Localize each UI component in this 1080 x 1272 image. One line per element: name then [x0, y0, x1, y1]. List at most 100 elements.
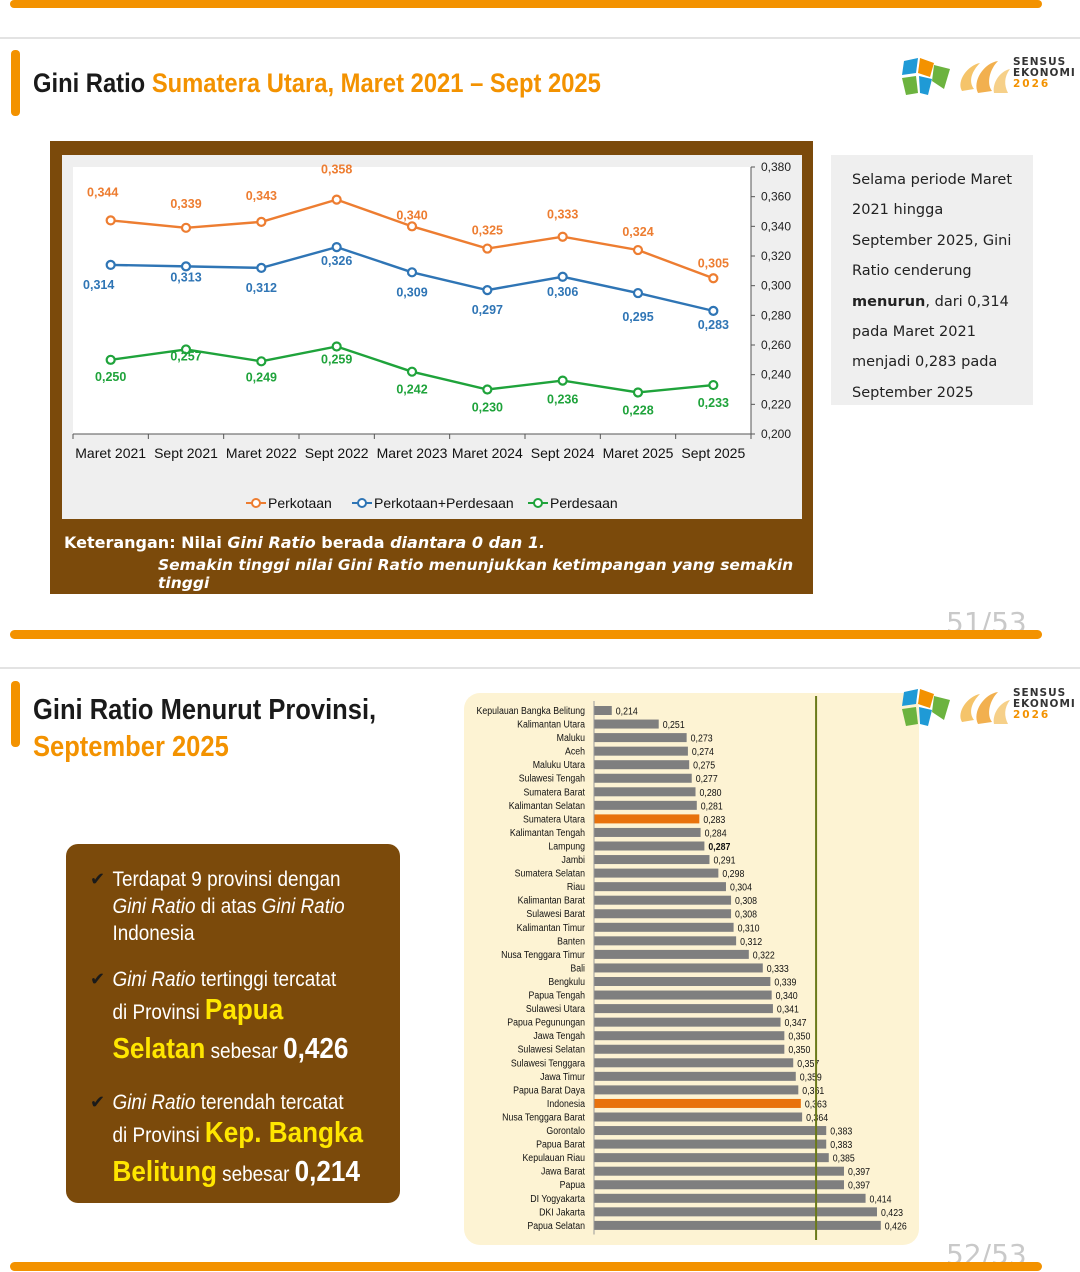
province-label: Riau — [567, 881, 585, 893]
y-tick-label: 0,260 — [761, 338, 791, 352]
province-label: Jambi — [562, 853, 585, 865]
bar-value-label: 0,341 — [777, 1003, 799, 1015]
bar-value-label: 0,397 — [848, 1166, 870, 1178]
bar-value-label: 0,414 — [870, 1193, 892, 1205]
data-label: 0,324 — [622, 225, 653, 239]
legend-marker — [357, 498, 367, 508]
bar — [594, 1031, 785, 1041]
legend-item: Perkotaan+Perdesaan — [352, 495, 514, 511]
province-bar-chart: Kepulauan Bangka Belitung 0,214 Kalimantan… — [477, 696, 907, 1240]
province-label: Jawa Barat — [541, 1165, 585, 1177]
province-label: Sulawesi Selatan — [518, 1043, 585, 1055]
y-tick-label: 0,220 — [761, 397, 791, 411]
data-label: 0,313 — [170, 270, 201, 284]
legend-label: Perkotaan — [268, 495, 332, 511]
y-tick-label: 0,360 — [761, 190, 791, 204]
slide-divider-top — [0, 37, 1080, 39]
bar — [594, 746, 688, 756]
title-accent-bar-2 — [11, 681, 20, 747]
bar-value-label: 0,273 — [691, 732, 713, 744]
line-chart: 0,200 0,220 0,240 0,260 0,280 0,300 0,320 0,340… — [72, 160, 791, 511]
data-label: 0,333 — [547, 208, 578, 222]
bar — [594, 868, 719, 878]
bar-value-label: 0,350 — [788, 1044, 810, 1056]
chart-note: Keterangan: Nilai Gini Ratio berada dian… — [64, 533, 804, 592]
data-point — [632, 287, 644, 299]
data-point — [180, 222, 192, 233]
chart-note-line2: Semakin tinggi nilai Gini Ratio menunjuk… — [158, 556, 794, 592]
bps-logo-icon — [902, 58, 950, 95]
province-label: Maluku — [557, 732, 585, 744]
bar — [594, 1071, 796, 1081]
bar — [594, 1044, 785, 1054]
data-label: 0,344 — [87, 185, 118, 199]
bar — [594, 1153, 829, 1163]
highlights-box: ✔ Terdapat 9 provinsi dengan Gini Ratio … — [66, 844, 400, 1203]
province-label: Papua Pegunungan — [507, 1016, 585, 1028]
province-label: Kalimantan Tengah — [510, 826, 585, 838]
bar — [594, 1193, 866, 1203]
slide1-title: Gini Ratio Sumatera Utara, Maret 2021 – … — [33, 68, 601, 99]
bar-highlight — [594, 1098, 801, 1108]
province-label: Papua Barat — [536, 1138, 585, 1150]
y-tick-label: 0,200 — [761, 427, 791, 441]
province-label: DI Yogyakarta — [530, 1192, 585, 1204]
bar — [594, 760, 690, 770]
data-label: 0,250 — [95, 370, 126, 384]
data-point — [180, 344, 192, 355]
province-label: Papua Barat Daya — [513, 1084, 586, 1096]
province-label: Kalimantan Barat — [518, 894, 586, 906]
data-point — [482, 384, 493, 395]
data-point — [557, 271, 568, 282]
data-point — [708, 305, 719, 316]
y-tick-label: 0,300 — [761, 279, 791, 293]
bar-value-label: 0,214 — [616, 705, 638, 717]
x-tick-label: Sept 2021 — [154, 445, 218, 461]
province-label: Bali — [570, 962, 585, 974]
title-line2: September 2025 — [33, 731, 229, 763]
bar-value-label: 0,385 — [833, 1152, 855, 1164]
slide2-title: Gini Ratio Menurut Provinsi, September 2… — [33, 692, 376, 766]
chart-frame: 0,200 0,220 0,240 0,260 0,280 0,300 0,320 0,340… — [50, 141, 813, 594]
bar-highlight — [594, 814, 700, 824]
title-plain: Gini Ratio — [33, 68, 146, 98]
province-label: Kalimantan Timur — [517, 921, 585, 933]
bar — [594, 733, 687, 743]
province-label: Sulawesi Tenggara — [511, 1057, 586, 1069]
se2026-emblem-icon — [960, 692, 1010, 724]
data-label: 0,358 — [321, 163, 352, 177]
bar — [594, 1180, 844, 1190]
data-label: 0,343 — [246, 189, 277, 203]
x-tick-label: Sept 2024 — [531, 445, 595, 461]
province-label: Sulawesi Tengah — [519, 772, 585, 784]
bar-value-label: 0,397 — [848, 1179, 870, 1191]
province-label: Banten — [557, 935, 585, 947]
data-point — [557, 375, 568, 386]
check-icon: ✔ — [90, 969, 106, 989]
se2026-emblem-icon — [960, 61, 1010, 93]
bps-se2026-logo: SENSUS EKONOMI 2026 — [898, 55, 1075, 105]
x-tick-label: Maret 2025 — [603, 445, 674, 461]
province-chart-panel: Kepulauan Bangka Belitung 0,214 Kalimantan… — [464, 693, 919, 1245]
data-point — [256, 356, 267, 367]
top-orange-bar — [10, 0, 1042, 8]
data-point — [557, 231, 568, 242]
bar-value-label: 0,339 — [774, 976, 796, 988]
province-label: Kalimantan Utara — [517, 718, 586, 730]
bar-value-label: 0,251 — [663, 718, 685, 730]
legend-label: Perkotaan+Perdesaan — [374, 495, 514, 511]
data-point — [632, 244, 644, 256]
y-tick-label: 0,240 — [761, 368, 791, 382]
data-point — [105, 354, 116, 365]
data-point — [105, 259, 116, 271]
province-label: Bengkulu — [548, 975, 585, 987]
bar — [594, 882, 726, 892]
province-label: DKI Jakarta — [539, 1206, 586, 1218]
data-point — [406, 267, 418, 278]
province-label: Sulawesi Barat — [526, 908, 585, 920]
data-label: 0,326 — [321, 254, 352, 268]
bar-value-label: 0,359 — [800, 1071, 822, 1083]
data-label: 0,230 — [472, 401, 503, 415]
data-point — [331, 341, 342, 352]
check-icon: ✔ — [90, 1092, 106, 1112]
